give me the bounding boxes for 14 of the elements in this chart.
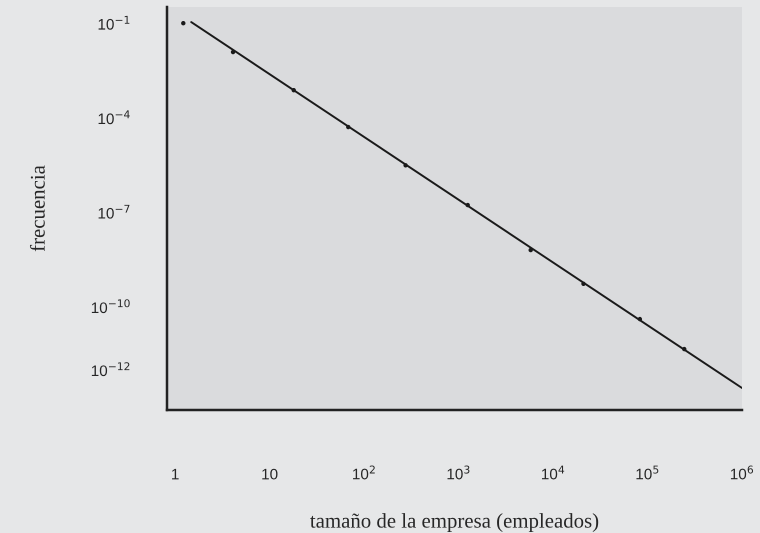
x-tick-label: 10$^{4}$: [542, 466, 564, 480]
y-axis-title: frecuencia: [30, 165, 45, 252]
x-tick-label: 10$^{2}$: [353, 466, 375, 480]
y-tick-label: 10$^{−1}$: [98, 16, 130, 30]
y-tick-label: 10$^{−7}$: [98, 204, 130, 219]
y-tick-label: 10$^{−4}$: [98, 110, 130, 124]
x-tick-label: 10$^{5}$: [636, 466, 658, 480]
x-tick-label: 10: [262, 468, 278, 480]
x-tick-label: 1: [172, 468, 179, 480]
x-tick-label: 10$^{6}$: [730, 466, 754, 480]
x-axis-title: tamaño de la empresa (empleados): [310, 513, 598, 532]
x-tick-label: 10$^{3}$: [448, 466, 470, 480]
y-tick-label: 10$^{−12}$: [92, 362, 130, 376]
y-tick-label: 10$^{−10}$: [92, 299, 130, 314]
